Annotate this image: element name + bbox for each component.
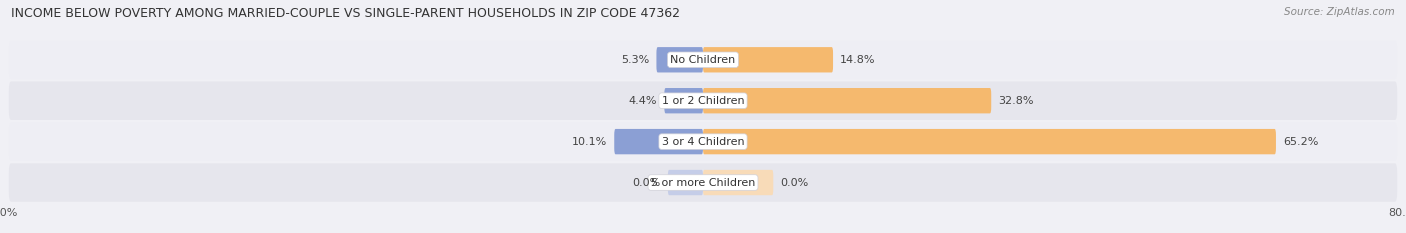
Text: 32.8%: 32.8%	[998, 96, 1033, 106]
FancyBboxPatch shape	[703, 47, 832, 72]
FancyBboxPatch shape	[8, 163, 1398, 202]
Text: INCOME BELOW POVERTY AMONG MARRIED-COUPLE VS SINGLE-PARENT HOUSEHOLDS IN ZIP COD: INCOME BELOW POVERTY AMONG MARRIED-COUPL…	[11, 7, 681, 20]
Text: No Children: No Children	[671, 55, 735, 65]
Text: 65.2%: 65.2%	[1282, 137, 1319, 147]
FancyBboxPatch shape	[703, 88, 991, 113]
FancyBboxPatch shape	[8, 122, 1398, 161]
Text: 0.0%: 0.0%	[780, 178, 808, 188]
Text: 5 or more Children: 5 or more Children	[651, 178, 755, 188]
Text: 14.8%: 14.8%	[841, 55, 876, 65]
FancyBboxPatch shape	[8, 82, 1398, 120]
FancyBboxPatch shape	[668, 170, 703, 195]
FancyBboxPatch shape	[703, 170, 773, 195]
Text: 0.0%: 0.0%	[633, 178, 661, 188]
FancyBboxPatch shape	[703, 129, 1277, 154]
FancyBboxPatch shape	[614, 129, 703, 154]
Text: 4.4%: 4.4%	[628, 96, 657, 106]
Text: 1 or 2 Children: 1 or 2 Children	[662, 96, 744, 106]
Text: 3 or 4 Children: 3 or 4 Children	[662, 137, 744, 147]
Text: 10.1%: 10.1%	[572, 137, 607, 147]
Text: 5.3%: 5.3%	[621, 55, 650, 65]
FancyBboxPatch shape	[657, 47, 703, 72]
FancyBboxPatch shape	[665, 88, 703, 113]
Text: Source: ZipAtlas.com: Source: ZipAtlas.com	[1284, 7, 1395, 17]
FancyBboxPatch shape	[8, 41, 1398, 79]
